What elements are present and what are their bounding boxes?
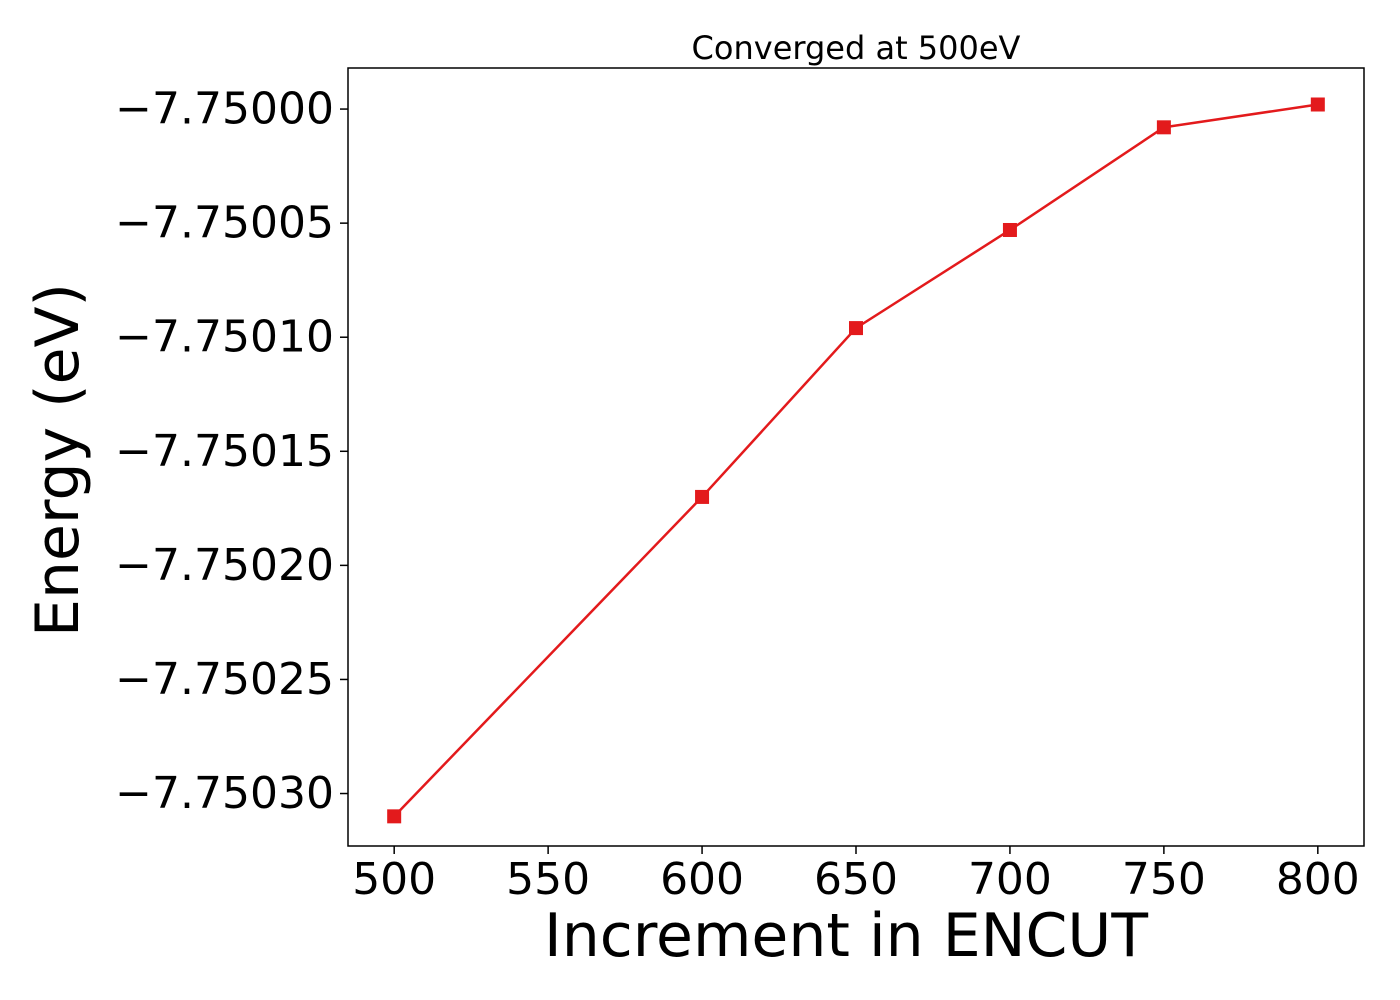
y-tick-label: −7.75015 (115, 426, 334, 477)
series-layer (387, 97, 1325, 824)
x-axis-title: Increment in ENCUT (544, 901, 1148, 971)
data-point-marker (849, 321, 863, 336)
series-line (393, 103, 1319, 818)
x-tick-label: 650 (814, 854, 898, 905)
x-tick-label: 750 (1122, 854, 1206, 905)
chart-title: Converged at 500eV (692, 29, 1021, 67)
x-tick-label: 500 (352, 854, 436, 905)
y-tick-label: −7.75000 (115, 84, 334, 135)
data-point-marker (1156, 120, 1171, 135)
y-axis-title: Energy (eV) (23, 283, 93, 637)
x-tick-label: 700 (968, 854, 1052, 905)
x-tick-label: 550 (506, 854, 590, 905)
y-axis-ticks: −7.75030 −7.75025 −7.75020 −7.75015 −7.75010… (115, 84, 348, 819)
x-axis-ticks: 500 550 600 650 700 750 800 (352, 846, 1360, 905)
data-point-marker (387, 809, 402, 824)
data-point-marker (1310, 97, 1325, 112)
x-tick-label: 800 (1276, 854, 1360, 905)
y-tick-label: −7.75020 (115, 540, 334, 591)
y-tick-label: −7.75005 (115, 198, 334, 249)
y-tick-label: −7.75030 (115, 768, 334, 819)
data-point-marker (1002, 222, 1017, 237)
plot-area-frame (347, 67, 1365, 847)
y-tick-label: −7.75010 (115, 312, 334, 363)
y-tick-label: −7.75025 (115, 654, 334, 705)
data-point-marker (695, 489, 710, 504)
x-tick-label: 600 (660, 854, 744, 905)
